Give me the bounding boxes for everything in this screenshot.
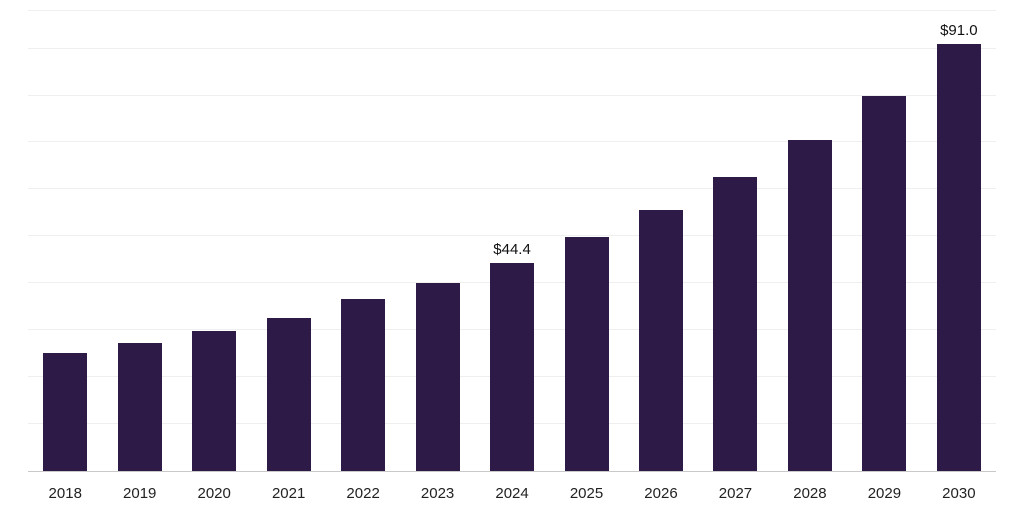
bar bbox=[713, 177, 758, 471]
bar-slot bbox=[549, 11, 623, 471]
bar-slot bbox=[326, 11, 400, 471]
x-tick-label: 2022 bbox=[346, 484, 380, 502]
bar bbox=[638, 209, 683, 471]
bar-slot bbox=[102, 11, 176, 471]
bar bbox=[564, 236, 609, 471]
bar-slot bbox=[773, 11, 847, 471]
bar-slot bbox=[251, 11, 325, 471]
x-tick-label: 2027 bbox=[718, 484, 753, 502]
gridline bbox=[28, 47, 996, 49]
data-label: $44.4 bbox=[493, 240, 531, 258]
gridline bbox=[28, 94, 996, 96]
data-label: $91.0 bbox=[940, 21, 978, 39]
x-tick-label: 2023 bbox=[420, 484, 455, 502]
bar-slot: $91.0 bbox=[922, 11, 996, 471]
bar-slot: $44.4 bbox=[475, 11, 549, 471]
x-tick-label: 2030 bbox=[942, 484, 976, 502]
x-tick-label: 2026 bbox=[644, 484, 678, 502]
bar-slot bbox=[624, 11, 698, 471]
bar-slot bbox=[847, 11, 921, 471]
bar bbox=[266, 318, 311, 471]
x-tick-label: 2019 bbox=[123, 484, 157, 502]
x-tick-label: 2024 bbox=[495, 484, 529, 502]
bar bbox=[341, 299, 386, 471]
gridline bbox=[28, 235, 996, 237]
bar-slot bbox=[400, 11, 474, 471]
bar bbox=[117, 342, 162, 471]
plot-area: $44.4 $91.0 bbox=[28, 10, 996, 472]
bar-slot bbox=[698, 11, 772, 471]
gridline bbox=[28, 188, 996, 190]
x-tick-label: 2029 bbox=[867, 484, 902, 502]
bar-slot bbox=[177, 11, 251, 471]
bar bbox=[862, 95, 907, 471]
x-axis: 2018 2019 2020 2021 2022 2023 2024 2025 2026 2027… bbox=[28, 474, 996, 512]
x-tick-label: 2028 bbox=[793, 484, 827, 502]
bar bbox=[787, 139, 832, 471]
gridline bbox=[28, 141, 996, 143]
bar bbox=[43, 352, 88, 471]
bar bbox=[936, 43, 981, 471]
bar bbox=[490, 262, 535, 471]
x-tick-label: 2021 bbox=[271, 484, 306, 502]
bar bbox=[192, 331, 237, 471]
bars-row: $44.4 $91.0 bbox=[28, 11, 996, 471]
x-tick-label: 2018 bbox=[48, 484, 82, 502]
bar-slot bbox=[28, 11, 102, 471]
x-tick-label: 2025 bbox=[569, 484, 604, 502]
x-tick-label: 2020 bbox=[197, 484, 231, 502]
bar bbox=[415, 283, 460, 471]
